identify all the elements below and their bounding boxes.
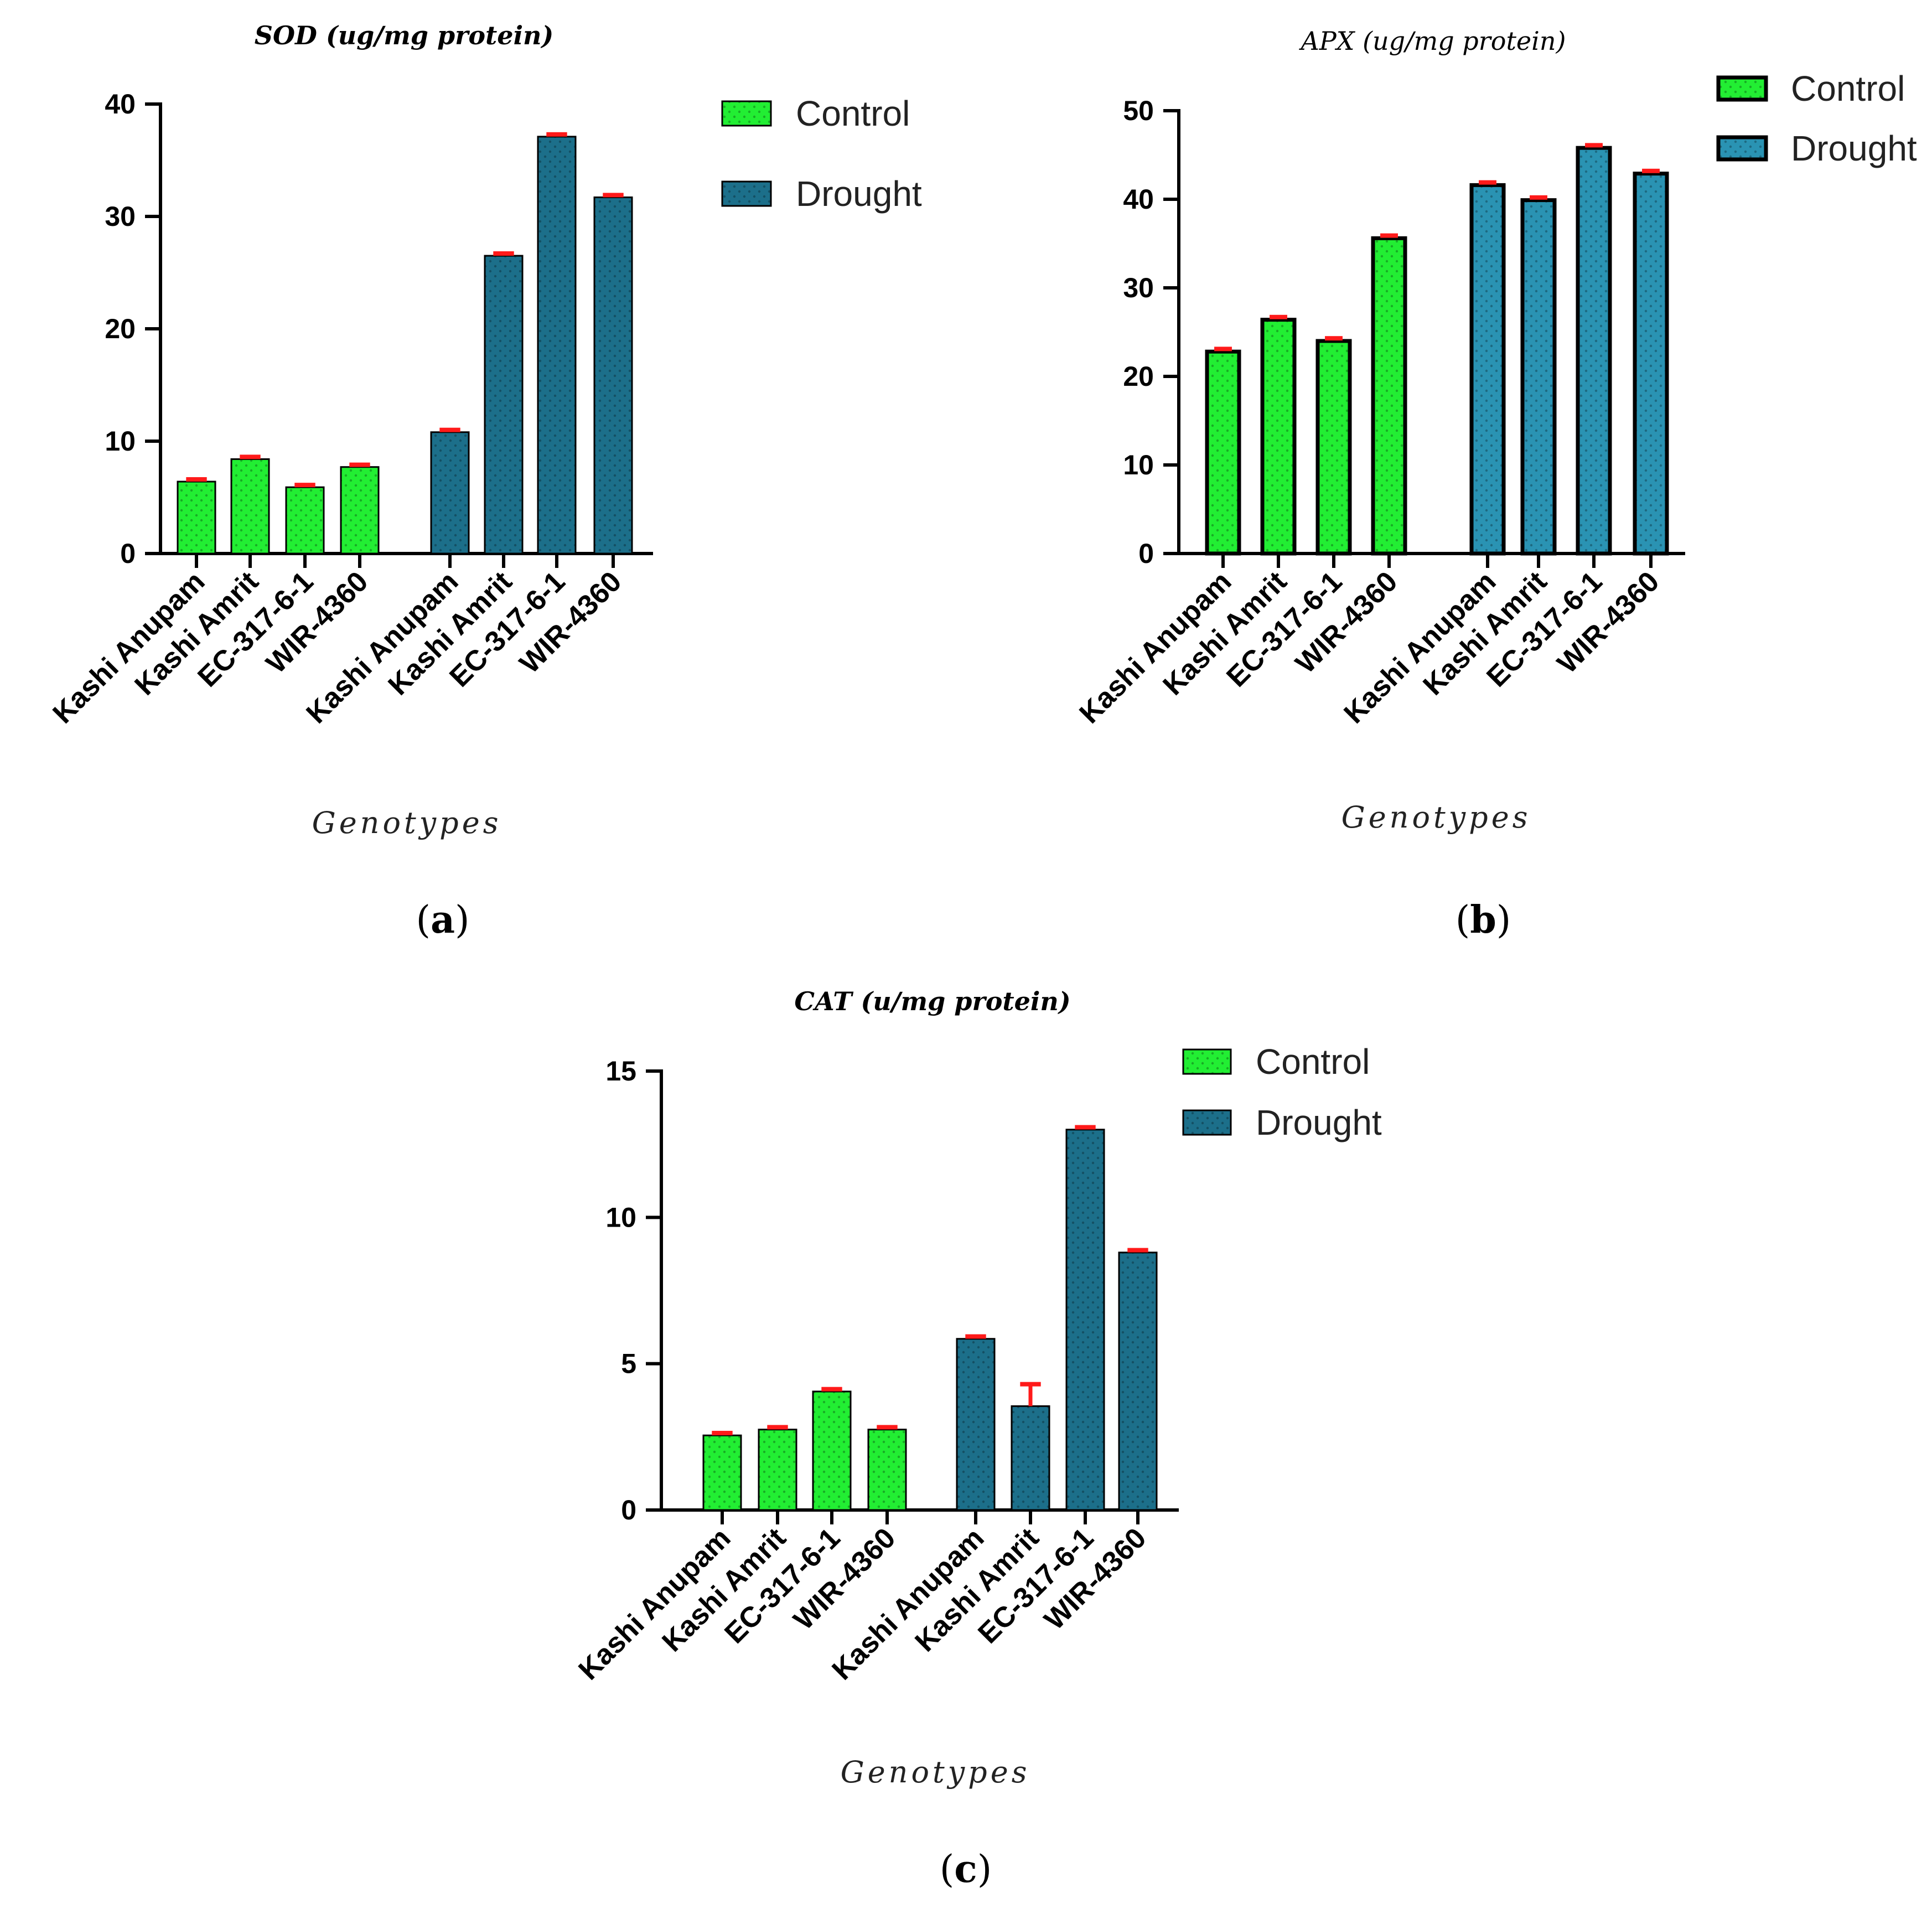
x-axis-label: Genotypes xyxy=(841,1755,1030,1790)
bar-texture xyxy=(1373,238,1405,554)
legend-swatch-texture xyxy=(1718,137,1766,159)
chart-panel-a: SOD (ug/mg protein) Genotypes (a) 0 10 20 3… xyxy=(46,20,921,942)
bar-texture xyxy=(1262,319,1294,554)
bar-texture xyxy=(286,487,324,554)
y-tick-label: 0 xyxy=(120,538,136,569)
y-tick-label: 10 xyxy=(1123,449,1154,480)
chart-panel-b: APX (ug/mg protein) Genotypes (b) 0 10 20 3… xyxy=(1073,26,1917,942)
y-tick-label: 0 xyxy=(1138,538,1154,569)
chart-title: SOD (ug/mg protein) xyxy=(255,20,554,50)
y-tick-label: 10 xyxy=(605,1202,636,1233)
error-cap xyxy=(712,1430,733,1435)
bar-texture xyxy=(485,256,522,554)
panel-label: (c) xyxy=(940,1847,992,1891)
panel-label: (b) xyxy=(1456,898,1511,942)
bar-texture xyxy=(594,197,632,554)
error-cap xyxy=(767,1425,788,1430)
error-cap xyxy=(493,251,514,256)
y-tick-label: 40 xyxy=(105,89,136,120)
error-cap xyxy=(1642,168,1660,173)
bar-texture xyxy=(1578,148,1610,554)
y-tick-label: 5 xyxy=(621,1348,636,1379)
legend-swatch-texture xyxy=(1183,1049,1231,1074)
y-tick-label: 30 xyxy=(105,201,136,232)
bar-texture xyxy=(538,136,576,554)
error-cap xyxy=(1214,347,1232,351)
error-cap xyxy=(1479,180,1496,185)
bar-texture xyxy=(1635,173,1667,554)
bar-texture xyxy=(1207,351,1239,554)
bar-texture xyxy=(341,467,379,554)
error-cap xyxy=(1530,195,1547,200)
error-cap xyxy=(877,1425,898,1430)
chart-title: CAT (u/mg protein) xyxy=(794,986,1070,1016)
bar-texture xyxy=(868,1429,906,1510)
bar-texture xyxy=(813,1391,851,1510)
error-cap xyxy=(546,132,567,137)
legend-label: Control xyxy=(1791,69,1905,108)
legend-label: Drought xyxy=(796,174,922,214)
y-tick-label: 30 xyxy=(1123,272,1154,303)
bar-texture xyxy=(1066,1129,1104,1510)
legend-label: Drought xyxy=(1256,1103,1382,1142)
error-cap xyxy=(1127,1248,1148,1253)
error-cap xyxy=(1075,1125,1096,1130)
bar-texture xyxy=(759,1429,796,1510)
legend-swatch-texture xyxy=(1183,1110,1231,1135)
error-cap xyxy=(439,427,460,432)
error-cap xyxy=(1380,233,1398,238)
error-cap xyxy=(821,1387,842,1392)
bar-texture xyxy=(178,482,215,554)
bar-texture xyxy=(1318,341,1350,554)
legend-swatch-texture xyxy=(1718,77,1766,100)
chart-panel-c: CAT (u/mg protein) Genotypes (c) 051015K… xyxy=(572,986,1381,1891)
error-cap xyxy=(240,454,261,459)
legend-label: Control xyxy=(796,94,910,133)
x-axis-label: Genotypes xyxy=(312,805,502,840)
legend: Control Drought xyxy=(1716,69,1917,168)
y-tick-label: 20 xyxy=(1123,361,1154,392)
error-cap xyxy=(1325,336,1343,341)
y-tick-label: 10 xyxy=(105,426,136,457)
bar-texture xyxy=(703,1435,741,1510)
bar-texture xyxy=(1472,185,1504,554)
error-cap xyxy=(186,477,207,482)
error-cap xyxy=(1270,314,1287,319)
error-cap xyxy=(1585,143,1603,148)
chart-title: APX (ug/mg protein) xyxy=(1299,26,1566,56)
legend: Control Drought xyxy=(721,94,922,214)
error-cap xyxy=(294,483,315,488)
x-axis-label: Genotypes xyxy=(1341,800,1531,835)
bar-texture xyxy=(957,1338,995,1510)
error-cap xyxy=(603,193,624,198)
bar-texture xyxy=(431,432,469,554)
bar-texture xyxy=(231,459,269,554)
bar-texture xyxy=(1522,200,1555,554)
panel-label: (a) xyxy=(416,898,469,942)
legend-label: Drought xyxy=(1791,128,1917,168)
y-tick-label: 20 xyxy=(105,313,136,344)
legend-swatch-texture xyxy=(722,101,771,126)
bar-texture xyxy=(1012,1406,1049,1510)
legend-swatch-texture xyxy=(722,182,771,206)
bar-texture xyxy=(1119,1252,1157,1510)
y-tick-label: 40 xyxy=(1123,184,1154,215)
error-cap xyxy=(1020,1382,1041,1387)
y-tick-label: 15 xyxy=(605,1056,636,1087)
y-tick-label: 50 xyxy=(1123,95,1154,126)
error-cap xyxy=(965,1334,986,1339)
legend-label: Control xyxy=(1256,1042,1370,1082)
y-tick-label: 0 xyxy=(621,1495,636,1526)
legend: Control Drought xyxy=(1182,1042,1382,1142)
error-cap xyxy=(349,462,370,467)
